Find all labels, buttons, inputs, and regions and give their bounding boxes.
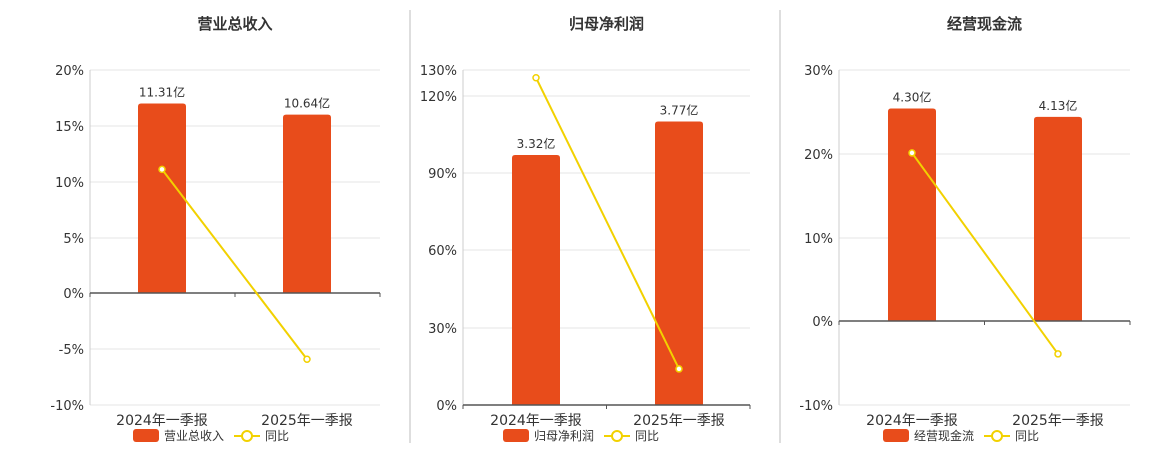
y-tick-label: -10%	[799, 399, 833, 414]
bar	[512, 155, 560, 405]
legend-line-marker	[241, 430, 253, 442]
legend-line-marker	[991, 430, 1003, 442]
x-category-label: 2024年一季报	[116, 413, 208, 429]
bar-value-label: 4.30亿	[893, 90, 932, 105]
yoy-point	[675, 365, 683, 373]
bar	[655, 121, 703, 406]
bar	[283, 114, 331, 294]
legend-bar-label: 归母净利润	[534, 429, 594, 443]
y-tick-label: 10%	[55, 176, 84, 191]
chart-title: 归母净利润	[569, 15, 644, 33]
legend-line-marker	[611, 430, 623, 442]
y-tick-label: 30%	[804, 64, 833, 79]
y-tick-label: -10%	[50, 399, 84, 414]
yoy-line	[911, 152, 1059, 355]
y-tick-label: -5%	[59, 343, 84, 358]
y-tick-label: 20%	[804, 148, 833, 163]
y-tick-label: 90%	[428, 167, 457, 182]
x-category-label: 2025年一季报	[633, 413, 725, 429]
bar-value-label: 3.32亿	[517, 136, 556, 151]
y-tick-label: 130%	[420, 64, 457, 79]
y-tick-label: 0%	[436, 399, 457, 414]
yoy-point	[1054, 350, 1062, 358]
y-tick-label: 30%	[428, 322, 457, 337]
bar-value-label: 10.64亿	[284, 96, 330, 111]
y-tick-label: 5%	[63, 232, 84, 247]
y-tick-label: 60%	[428, 244, 457, 259]
bar	[888, 108, 936, 322]
yoy-point	[908, 149, 916, 157]
yoy-point	[532, 73, 540, 82]
chart-title: 营业总收入	[197, 15, 272, 33]
bar	[138, 103, 186, 294]
legend-line-label: 同比	[265, 429, 289, 443]
x-category-label: 2024年一季报	[490, 413, 582, 429]
chart-title: 经营现金流	[947, 15, 1022, 33]
bar-value-label: 11.31亿	[139, 85, 185, 100]
legend-bar-label: 经营现金流	[914, 428, 974, 443]
bar	[1034, 116, 1082, 322]
legend-bar-swatch	[883, 429, 909, 442]
legend-bar-swatch	[133, 429, 159, 442]
y-tick-label: 15%	[55, 120, 84, 135]
legend-line-label: 同比	[635, 429, 659, 443]
bar-value-label: 3.77亿	[660, 103, 699, 118]
x-category-label: 2025年一季报	[1012, 413, 1104, 429]
y-tick-label: 10%	[804, 232, 833, 247]
legend-line-label: 同比	[1015, 429, 1039, 443]
x-category-label: 2024年一季报	[866, 413, 958, 429]
legend-bar-label: 营业总收入	[164, 429, 224, 443]
legend-bar-swatch	[503, 429, 529, 442]
y-tick-label: 0%	[812, 315, 833, 330]
yoy-line	[535, 77, 680, 370]
x-category-label: 2025年一季报	[261, 413, 353, 429]
y-tick-label: 20%	[55, 64, 84, 79]
bar-value-label: 4.13亿	[1039, 98, 1078, 113]
yoy-line	[161, 168, 308, 360]
yoy-point	[303, 355, 311, 363]
yoy-point	[158, 165, 166, 174]
y-tick-label: 120%	[420, 90, 457, 105]
y-tick-label: 0%	[63, 287, 84, 302]
